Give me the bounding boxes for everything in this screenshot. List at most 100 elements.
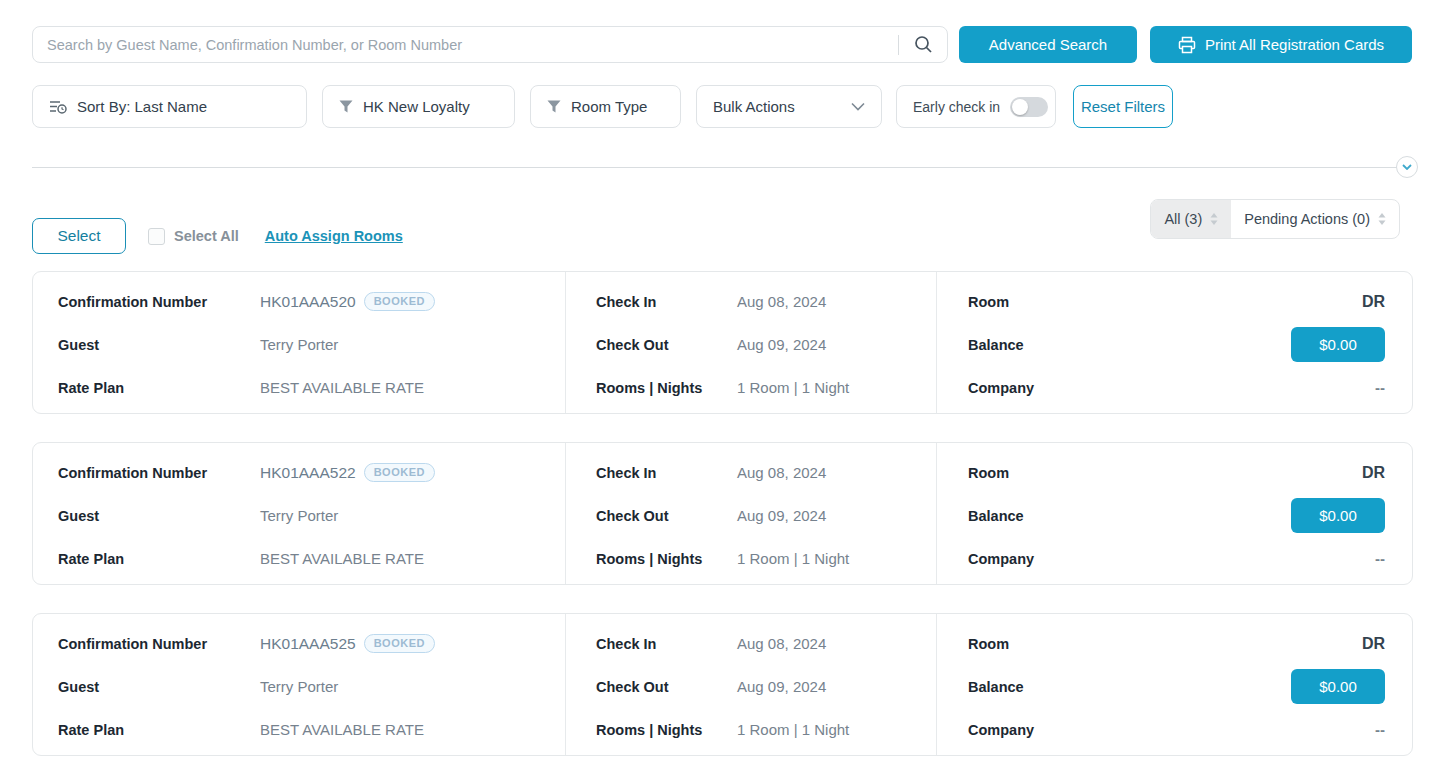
early-check-in-label: Early check in [913,99,1000,115]
company-value: -- [1375,550,1385,567]
reservation-card[interactable]: Confirmation Number HK01AAA525 BOOKED Gu… [32,613,1413,756]
company-value: -- [1375,721,1385,738]
check-out-label: Check Out [596,679,737,695]
company-label: Company [968,551,1034,567]
print-all-registration-cards-button[interactable]: Print All Registration Cards [1150,26,1412,63]
guest-value: Terry Porter [260,678,338,695]
check-out-value: Aug 09, 2024 [737,336,826,353]
search-box [32,26,948,63]
guest-label: Guest [58,337,260,353]
check-in-value: Aug 08, 2024 [737,464,826,481]
early-check-in-filter: Early check in [896,85,1056,128]
printer-icon [1178,36,1196,54]
rate-plan-label: Rate Plan [58,551,260,567]
card-guest-column: Confirmation Number HK01AAA520 BOOKED Gu… [33,272,565,413]
card-guest-column: Confirmation Number HK01AAA525 BOOKED Gu… [33,614,565,755]
confirmation-number-value: HK01AAA525 [260,635,356,653]
select-all-checkbox[interactable] [148,228,165,245]
check-out-value: Aug 09, 2024 [737,507,826,524]
print-all-label: Print All Registration Cards [1205,36,1384,53]
check-out-value: Aug 09, 2024 [737,678,826,695]
check-in-value: Aug 08, 2024 [737,293,826,310]
reservations-page: Advanced Search Print All Registration C… [0,26,1445,756]
card-room-column: Room DR Balance $0.00 Company -- [936,272,1412,413]
sorter-caret-icon [1210,213,1218,225]
card-room-column: Room DR Balance $0.00 Company -- [936,443,1412,584]
rooms-nights-label: Rooms | Nights [596,722,737,738]
hk-loyalty-label: HK New Loyalty [363,98,470,115]
sorter-caret-icon [1378,213,1386,225]
room-label: Room [968,636,1009,652]
room-label: Room [968,294,1009,310]
tab-all-label: All (3) [1164,211,1202,227]
card-guest-column: Confirmation Number HK01AAA522 BOOKED Gu… [33,443,565,584]
sort-by-dropdown[interactable]: Sort By: Last Name [32,85,307,128]
guest-label: Guest [58,508,260,524]
search-button[interactable] [899,35,947,54]
status-badge: BOOKED [364,634,435,653]
balance-label: Balance [968,337,1024,353]
card-dates-column: Check In Aug 08, 2024 Check Out Aug 09, … [565,272,936,413]
early-check-in-toggle[interactable] [1010,97,1048,117]
balance-button[interactable]: $0.00 [1291,498,1385,533]
rooms-nights-value: 1 Room | 1 Night [737,721,849,738]
toggle-knob [1012,99,1028,115]
status-badge: BOOKED [364,292,435,311]
room-type-label: Room Type [571,98,647,115]
filter-funnel-icon [547,100,561,113]
reset-filters-button[interactable]: Reset Filters [1073,85,1173,128]
select-button[interactable]: Select [32,218,126,254]
search-icon [914,35,933,54]
room-value: DR [1362,293,1385,311]
tab-pending-actions[interactable]: Pending Actions (0) [1231,200,1399,238]
confirmation-number-label: Confirmation Number [58,465,260,481]
chevron-down-icon [851,102,865,111]
check-out-label: Check Out [596,337,737,353]
guest-value: Terry Porter [260,507,338,524]
tab-all[interactable]: All (3) [1151,200,1231,238]
check-in-label: Check In [596,465,737,481]
filters-toolbar: Sort By: Last Name HK New Loyalty Room T… [32,85,1413,128]
confirmation-number-value: HK01AAA522 [260,464,356,482]
bulk-actions-dropdown[interactable]: Bulk Actions [696,85,882,128]
rate-plan-label: Rate Plan [58,722,260,738]
select-group: Select Select All Auto Assign Rooms [32,218,403,254]
rate-plan-value: BEST AVAILABLE RATE [260,550,424,567]
company-label: Company [968,380,1034,396]
card-room-column: Room DR Balance $0.00 Company -- [936,614,1412,755]
select-all-label[interactable]: Select All [174,228,239,244]
rate-plan-value: BEST AVAILABLE RATE [260,379,424,396]
room-type-filter[interactable]: Room Type [530,85,681,128]
company-label: Company [968,722,1034,738]
reservation-card[interactable]: Confirmation Number HK01AAA522 BOOKED Gu… [32,442,1413,585]
room-value: DR [1362,635,1385,653]
rate-plan-label: Rate Plan [58,380,260,396]
advanced-search-button[interactable]: Advanced Search [959,26,1137,63]
room-value: DR [1362,464,1385,482]
list-toolbar: Select Select All Auto Assign Rooms All … [32,168,1413,271]
confirmation-number-label: Confirmation Number [58,636,260,652]
room-label: Room [968,465,1009,481]
hk-loyalty-filter[interactable]: HK New Loyalty [322,85,515,128]
check-in-label: Check In [596,636,737,652]
sort-icon [49,99,67,115]
confirmation-number-value: HK01AAA520 [260,293,356,311]
balance-label: Balance [968,679,1024,695]
balance-button[interactable]: $0.00 [1291,669,1385,704]
check-out-label: Check Out [596,508,737,524]
rooms-nights-value: 1 Room | 1 Night [737,550,849,567]
sort-by-label: Sort By: Last Name [77,98,207,115]
status-badge: BOOKED [364,463,435,482]
check-in-value: Aug 08, 2024 [737,635,826,652]
rate-plan-value: BEST AVAILABLE RATE [260,721,424,738]
reservation-card[interactable]: Confirmation Number HK01AAA520 BOOKED Gu… [32,271,1413,414]
balance-button[interactable]: $0.00 [1291,327,1385,362]
auto-assign-rooms-link[interactable]: Auto Assign Rooms [265,228,403,244]
card-dates-column: Check In Aug 08, 2024 Check Out Aug 09, … [565,443,936,584]
balance-label: Balance [968,508,1024,524]
filter-funnel-icon [339,100,353,113]
search-toolbar: Advanced Search Print All Registration C… [32,26,1413,63]
rooms-nights-label: Rooms | Nights [596,551,737,567]
search-input[interactable] [33,37,898,53]
card-dates-column: Check In Aug 08, 2024 Check Out Aug 09, … [565,614,936,755]
